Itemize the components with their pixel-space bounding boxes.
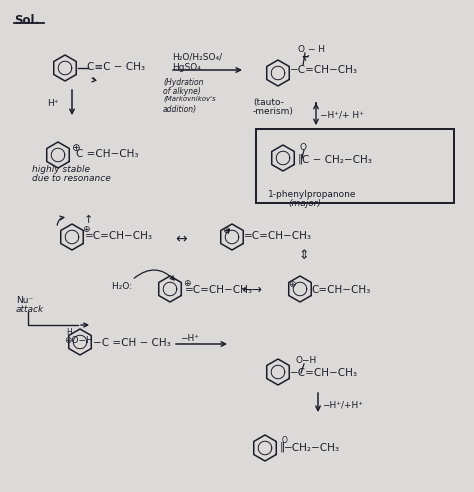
Text: H: H: [66, 328, 72, 337]
Text: =C=CH−CH₃: =C=CH−CH₃: [85, 231, 153, 241]
Text: addition): addition): [163, 105, 197, 114]
Text: O: O: [282, 436, 288, 445]
Text: (major): (major): [288, 199, 321, 208]
Text: ‖: ‖: [298, 153, 303, 163]
Text: due to resonance: due to resonance: [32, 174, 111, 183]
Text: −C=CH−CH₃: −C=CH−CH₃: [290, 65, 358, 75]
Text: Sol.: Sol.: [14, 14, 39, 27]
Text: O: O: [300, 143, 307, 152]
Text: (tauto-: (tauto-: [253, 98, 284, 107]
Text: −H⁺: −H⁺: [180, 334, 199, 343]
Text: C − CH₂−CH₃: C − CH₂−CH₃: [302, 155, 372, 165]
Text: −CH₂−CH₃: −CH₂−CH₃: [284, 443, 340, 453]
Text: highly stable: highly stable: [32, 165, 90, 174]
Text: ⊕: ⊕: [183, 279, 191, 288]
Text: −C =CH − CH₃: −C =CH − CH₃: [93, 338, 171, 348]
Text: C=CH−CH₃: C=CH−CH₃: [311, 285, 370, 295]
Text: of alkyne): of alkyne): [163, 87, 201, 96]
Text: ↔: ↔: [175, 232, 187, 246]
Text: 1-phenylpropanone: 1-phenylpropanone: [268, 190, 356, 199]
Text: H⁺: H⁺: [47, 99, 58, 108]
Text: ⊕: ⊕: [222, 226, 229, 235]
Text: H₂O:: H₂O:: [112, 282, 135, 291]
Text: C =CH−CH₃: C =CH−CH₃: [76, 149, 138, 159]
Text: H₂O/H₂SO₄/: H₂O/H₂SO₄/: [172, 52, 222, 61]
Text: -merism): -merism): [253, 107, 294, 116]
Text: ‖: ‖: [280, 441, 285, 452]
Text: =C=CH−CH₃: =C=CH−CH₃: [244, 231, 312, 241]
Text: =C=CH−CH₃: =C=CH−CH₃: [185, 285, 253, 295]
Text: ⊕: ⊕: [71, 143, 80, 153]
Text: −C=CH−CH₃: −C=CH−CH₃: [290, 368, 358, 378]
Text: ↑: ↑: [84, 215, 93, 225]
Text: HgSO₄: HgSO₄: [172, 63, 201, 72]
Text: O − H: O − H: [298, 45, 325, 54]
Text: ⊕: ⊕: [82, 225, 90, 234]
Text: attack: attack: [16, 305, 44, 314]
Text: O−H: O−H: [296, 356, 317, 365]
Text: ⇕: ⇕: [298, 249, 309, 262]
Text: (Hydration: (Hydration: [163, 78, 203, 87]
Text: ←→: ←→: [241, 284, 262, 297]
Text: ⊕: ⊕: [288, 280, 295, 289]
Text: ⊕O−H: ⊕O−H: [64, 336, 93, 345]
Text: Nu⁻: Nu⁻: [16, 296, 33, 305]
Text: (Markovnikov's: (Markovnikov's: [163, 96, 216, 102]
Text: C≡C − CH₃: C≡C − CH₃: [87, 62, 145, 72]
Text: −H⁺/+H⁺: −H⁺/+H⁺: [322, 400, 363, 409]
Text: −H⁺/+ H⁺: −H⁺/+ H⁺: [320, 110, 364, 119]
